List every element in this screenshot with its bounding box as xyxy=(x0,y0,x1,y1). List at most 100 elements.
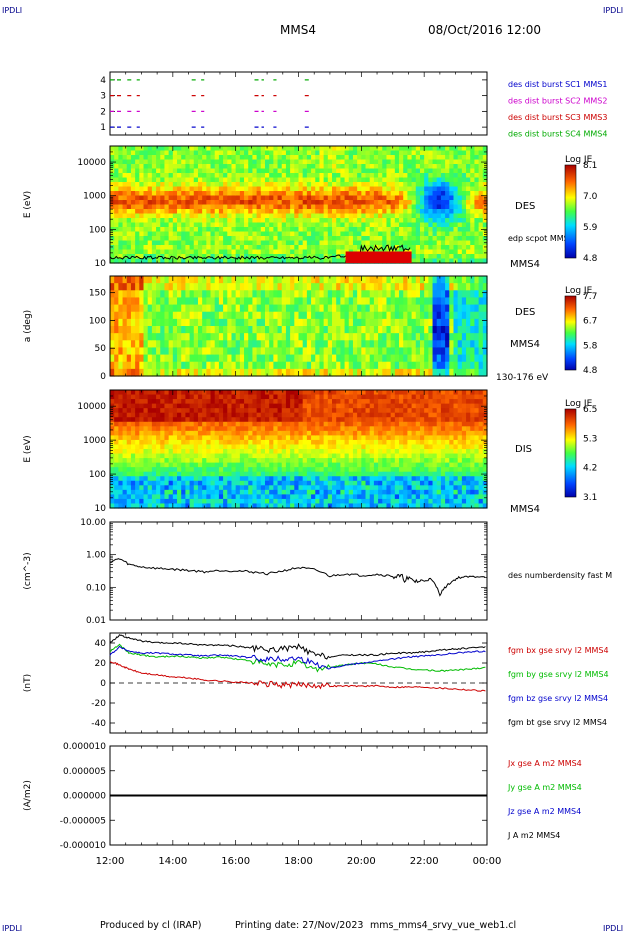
des_pitch-heatmap-cell xyxy=(432,283,438,291)
des_energy-heatmap-cell xyxy=(172,168,178,174)
des_pitch-heatmap-cell xyxy=(461,290,467,299)
des_energy-heatmap-cell xyxy=(411,168,417,174)
des_energy-heatmap-cell xyxy=(457,168,463,174)
des_energy-heatmap-cell xyxy=(365,218,371,224)
des_energy-heatmap-cell xyxy=(206,236,212,242)
des_energy-heatmap-cell xyxy=(382,195,388,201)
des_energy-heatmap-cell xyxy=(466,231,471,237)
des_energy-heatmap-cell xyxy=(457,146,463,152)
des_energy-heatmap-cell xyxy=(482,258,488,264)
des_energy-heatmap-cell xyxy=(323,200,329,206)
des_pitch-heatmap-cell xyxy=(378,368,383,377)
des_pitch-heatmap-cell xyxy=(281,326,287,334)
des_energy-heatmap-cell xyxy=(352,204,358,210)
dis_energy-heatmap-cell xyxy=(130,489,136,495)
des_energy-heatmap-cell xyxy=(311,200,316,206)
dis_energy-heatmap-cell xyxy=(118,426,124,432)
dis_energy-heatmap-cell xyxy=(277,462,283,468)
dis_energy-heatmap-cell xyxy=(231,462,237,468)
des_energy-heatmap-cell xyxy=(432,182,438,188)
des_energy-heatmap-cell xyxy=(214,218,220,224)
dis_energy-heatmap-cell xyxy=(218,394,224,400)
des_energy-heatmap-cell xyxy=(260,173,266,179)
des_energy-heatmap-cell xyxy=(394,218,400,224)
des_energy-heatmap-cell xyxy=(139,164,145,170)
dis_energy-heatmap-cell xyxy=(118,476,124,482)
des_energy-heatmap-cell xyxy=(336,204,341,210)
des_energy-heatmap-cell xyxy=(311,191,316,197)
dis_energy-heatmap-cell xyxy=(160,421,166,427)
des_pitch-heatmap-cell xyxy=(227,318,233,327)
des_pitch-heatmap-cell xyxy=(344,333,350,341)
des_pitch-heatmap-cell xyxy=(399,304,404,313)
des_pitch-heatmap-cell xyxy=(285,276,291,284)
des_energy-heatmap-cell xyxy=(193,249,199,255)
des_energy-heatmap-cell xyxy=(344,182,350,188)
des_pitch-heatmap-cell xyxy=(239,276,245,284)
des_pitch-heatmap-cell xyxy=(382,333,388,341)
dis_energy-heatmap-cell xyxy=(218,408,224,414)
des_pitch-heatmap-cell xyxy=(336,311,341,320)
des_pitch-heatmap-cell xyxy=(143,304,149,313)
dis_energy-heatmap-cell xyxy=(122,458,128,464)
des_pitch-heatmap-cell xyxy=(327,354,333,363)
des_energy-heatmap-cell xyxy=(357,155,362,161)
dis_energy-heatmap-cell xyxy=(156,390,161,396)
des_energy-heatmap-cell xyxy=(277,227,283,233)
des_energy-heatmap-cell xyxy=(151,222,157,228)
des_energy-heatmap-cell xyxy=(419,209,425,215)
des_energy-heatmap-cell xyxy=(319,218,325,224)
des_energy-heatmap-cell xyxy=(294,218,300,224)
des_energy-heatmap-cell xyxy=(177,186,182,192)
des_pitch-heatmap-cell xyxy=(164,311,170,320)
dis_energy-heatmap-cell xyxy=(181,471,186,477)
des_energy-heatmap-cell xyxy=(436,191,442,197)
des_pitch-heatmap-cell xyxy=(415,318,421,327)
des_energy-heatmap-cell xyxy=(223,209,228,215)
des_energy-heatmap-cell xyxy=(323,173,329,179)
dis_energy-heatmap-cell xyxy=(264,498,270,505)
des_energy-heatmap-cell xyxy=(135,218,140,224)
des_energy-heatmap-cell xyxy=(315,245,321,251)
dis_energy-heatmap-cell xyxy=(147,449,153,455)
des_energy-heatmap-cell xyxy=(223,258,228,264)
des_energy-heatmap-cell xyxy=(378,146,383,152)
des_energy-heatmap-cell xyxy=(114,146,119,152)
dis_energy-heatmap-cell xyxy=(235,485,241,491)
dis_energy-heatmap-cell xyxy=(122,485,128,491)
dis_energy-heatmap-cell xyxy=(185,421,191,427)
des_energy-heatmap-cell xyxy=(311,168,316,174)
des_energy-heatmap-cell xyxy=(415,245,421,251)
des_energy-heatmap-cell xyxy=(365,240,371,246)
des_energy-ytick-label: 1000 xyxy=(83,192,106,202)
des_pitch-heatmap-cell xyxy=(466,333,471,341)
des_pitch-heatmap-cell xyxy=(235,304,241,313)
des_energy-heatmap-cell xyxy=(407,222,413,228)
dis_energy-heatmap-cell xyxy=(218,458,224,464)
dis_energy-heatmap-cell xyxy=(147,417,153,423)
dis_energy-heatmap-cell xyxy=(231,476,237,482)
des_energy-heatmap-cell xyxy=(164,177,170,183)
des_energy-heatmap-cell xyxy=(181,240,186,246)
des_energy-heatmap-cell xyxy=(424,150,429,156)
des_pitch-heatmap-cell xyxy=(424,347,429,356)
des_energy-heatmap-cell xyxy=(399,191,404,197)
des_energy-heatmap-cell xyxy=(235,177,241,183)
des_energy-heatmap-cell xyxy=(390,146,396,152)
des_energy-heatmap-cell xyxy=(273,209,279,215)
des_energy-heatmap-cell xyxy=(277,168,283,174)
des_pitch-heatmap-cell xyxy=(482,354,488,363)
des_pitch-ytick-label: 100 xyxy=(89,316,106,326)
des_energy-heatmap-cell xyxy=(214,209,220,215)
des_pitch-heatmap-cell xyxy=(294,361,300,370)
des_pitch-heatmap-cell xyxy=(352,276,358,284)
des_pitch-heatmap-cell xyxy=(126,347,132,356)
dis_energy-heatmap-cell xyxy=(147,453,153,459)
des_energy-heatmap-cell xyxy=(206,146,212,152)
des_energy-heatmap-cell xyxy=(365,146,371,152)
des_energy-heatmap-cell xyxy=(323,236,329,242)
des_energy-heatmap-cell xyxy=(340,159,346,165)
des_energy-heatmap-cell xyxy=(244,182,249,188)
dis_energy-heatmap-cell xyxy=(244,462,249,468)
des_energy-heatmap-cell xyxy=(281,159,287,165)
